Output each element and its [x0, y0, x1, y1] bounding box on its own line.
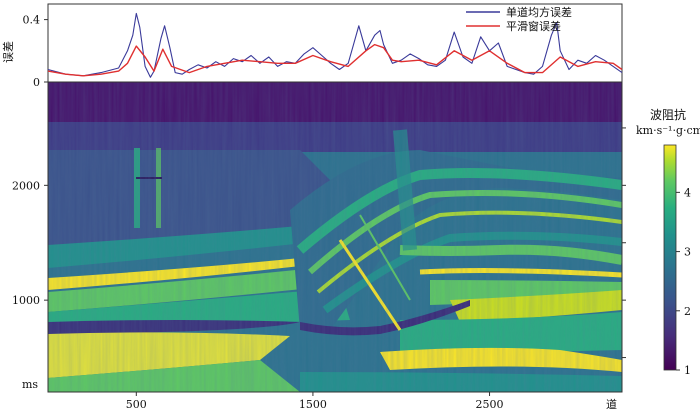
legend-label-single-trace: 单道均方误差	[506, 5, 572, 19]
section-x-unit: 道	[606, 397, 617, 410]
colorbar-unit: km·s⁻¹·g·cm⁻³	[636, 124, 700, 137]
legend: 单道均方误差 平滑窗误差	[466, 5, 572, 33]
series-line-single-trace	[47, 12, 623, 78]
colorbar-tick-label: 2	[684, 305, 691, 318]
colorbar-tick-label: 1	[684, 364, 691, 377]
error-panel-frame	[47, 3, 623, 83]
error-y-tick-label: 0.4	[23, 14, 41, 27]
colorbar-tick-label: 3	[684, 246, 691, 259]
section-y-unit: ms	[22, 378, 38, 391]
colorbar-tick-label: 4	[684, 186, 691, 199]
section-x-tick-label: 1500	[299, 398, 327, 410]
error-y-label: 误差	[1, 41, 15, 63]
section-x-tick-label: 2500	[476, 398, 504, 410]
error-y-tick-label: 0	[33, 76, 40, 89]
section-y-tick-label: 2000	[12, 179, 40, 192]
impedance-section: 500 1500 2500 1000 2000 ms 道	[12, 81, 626, 410]
colorbar-gradient	[663, 144, 677, 371]
legend-label-smoothed-window: 平滑窗误差	[506, 19, 561, 33]
section-y-tick-label: 1000	[12, 294, 40, 307]
section-ticks: 500 1500 2500 1000 2000	[12, 127, 626, 410]
colorbar-title: 波阻抗	[650, 107, 686, 122]
section-x-tick-label: 500	[126, 398, 147, 410]
section-image	[48, 82, 622, 392]
error-series	[47, 12, 623, 78]
error-panel: 00.4 误差 单道均方误差 平滑窗误差	[1, 3, 623, 89]
texture-overlay	[48, 82, 622, 392]
colorbar: 波阻抗 km·s⁻¹·g·cm⁻³ 1 2 3 4	[636, 107, 700, 377]
colorbar-ticks: 1 2 3 4	[676, 186, 691, 377]
error-y-ticks: 00.4	[23, 14, 48, 89]
section-frame	[47, 81, 623, 393]
series-line-smoothed-window	[47, 43, 623, 77]
